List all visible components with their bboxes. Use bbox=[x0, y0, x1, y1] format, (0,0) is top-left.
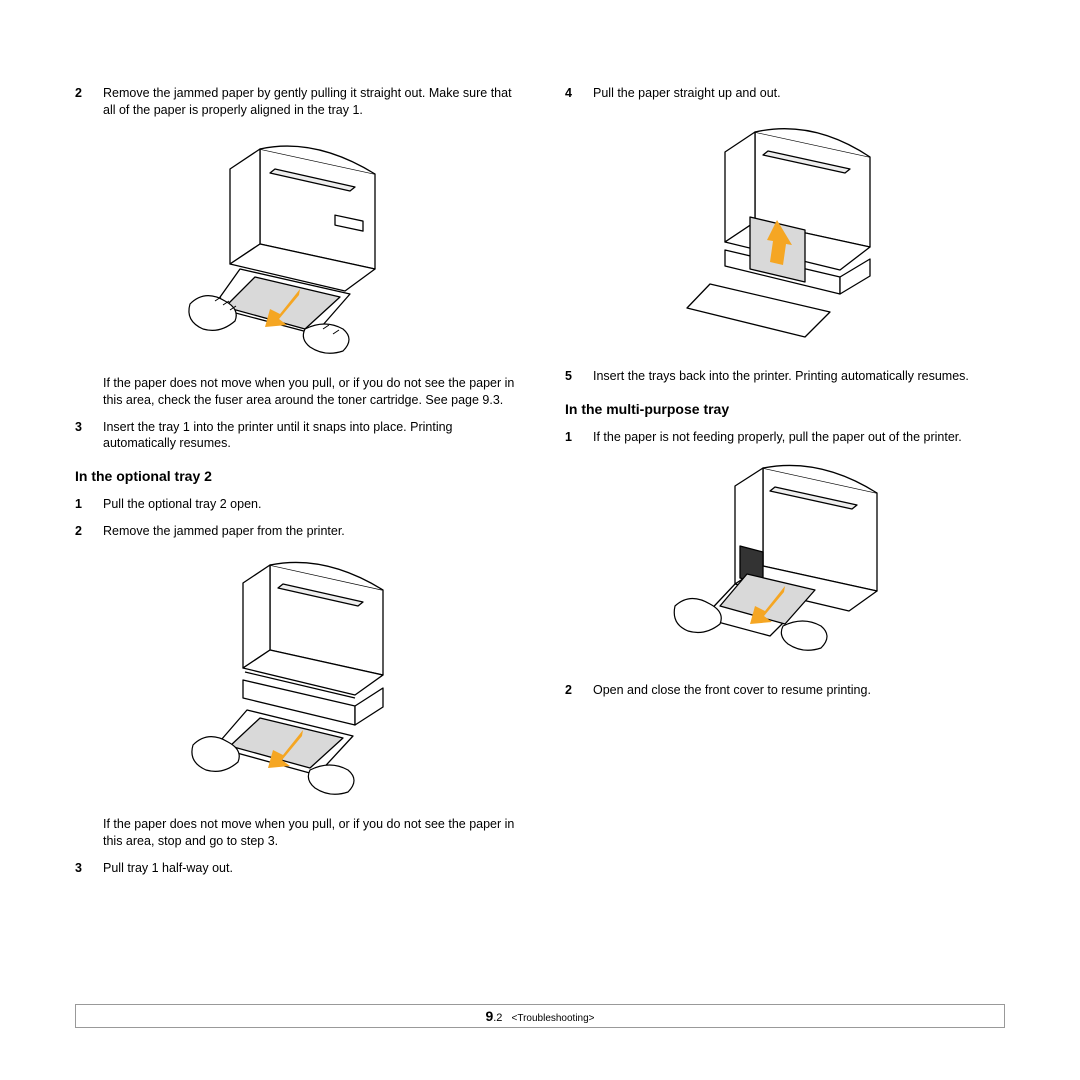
step-text: Insert the tray 1 into the printer until… bbox=[103, 419, 515, 453]
step-text: Remove the jammed paper by gently pullin… bbox=[103, 85, 515, 119]
step-number: 3 bbox=[75, 419, 89, 453]
heading-mp-tray: In the multi-purpose tray bbox=[565, 401, 1005, 417]
opt-step-2-note: If the paper does not move when you pull… bbox=[103, 816, 515, 850]
step-number: 2 bbox=[75, 523, 89, 540]
step-4: 4 Pull the paper straight up and out. bbox=[565, 85, 1005, 102]
printer-pull-up-icon bbox=[655, 112, 915, 352]
step-number: 2 bbox=[75, 85, 89, 119]
mp-step-1: 1 If the paper is not feeding properly, … bbox=[565, 429, 1005, 446]
step-number: 5 bbox=[565, 368, 579, 385]
step-5: 5 Insert the trays back into the printer… bbox=[565, 368, 1005, 385]
printer-pull-tray1-icon bbox=[165, 129, 425, 359]
step-text: Pull the paper straight up and out. bbox=[593, 85, 1005, 102]
step-number: 2 bbox=[565, 682, 579, 699]
opt-step-2: 2 Remove the jammed paper from the print… bbox=[75, 523, 515, 540]
step-text: Remove the jammed paper from the printer… bbox=[103, 523, 515, 540]
step-number: 1 bbox=[75, 496, 89, 513]
step-text: Insert the trays back into the printer. … bbox=[593, 368, 1005, 385]
footer-section: <Troubleshooting> bbox=[512, 1013, 595, 1024]
mp-step-2: 2 Open and close the front cover to resu… bbox=[565, 682, 1005, 699]
figure-3 bbox=[565, 112, 1005, 352]
step-2-note: If the paper does not move when you pull… bbox=[103, 375, 515, 409]
step-text: If the paper is not feeding properly, pu… bbox=[593, 429, 1005, 446]
opt-step-1: 1 Pull the optional tray 2 open. bbox=[75, 496, 515, 513]
left-column: 2 Remove the jammed paper by gently pull… bbox=[75, 85, 515, 887]
step-number: 3 bbox=[75, 860, 89, 877]
figure-2 bbox=[75, 550, 515, 800]
footer-page: .2 bbox=[493, 1012, 502, 1024]
step-number: 4 bbox=[565, 85, 579, 102]
step-text: Open and close the front cover to resume… bbox=[593, 682, 1005, 699]
printer-mp-tray-icon bbox=[655, 456, 915, 666]
right-column: 4 Pull the paper straight up and out. bbox=[565, 85, 1005, 887]
content-columns: 2 Remove the jammed paper by gently pull… bbox=[75, 85, 1005, 887]
printer-pull-tray2-icon bbox=[165, 550, 425, 800]
step-number: 1 bbox=[565, 429, 579, 446]
step-3: 3 Insert the tray 1 into the printer unt… bbox=[75, 419, 515, 453]
page-footer: 9.2 <Troubleshooting> bbox=[75, 1004, 1005, 1028]
heading-optional-tray: In the optional tray 2 bbox=[75, 468, 515, 484]
figure-4 bbox=[565, 456, 1005, 666]
step-text: Pull the optional tray 2 open. bbox=[103, 496, 515, 513]
figure-1 bbox=[75, 129, 515, 359]
step-2: 2 Remove the jammed paper by gently pull… bbox=[75, 85, 515, 119]
step-text: Pull tray 1 half-way out. bbox=[103, 860, 515, 877]
opt-step-3: 3 Pull tray 1 half-way out. bbox=[75, 860, 515, 877]
